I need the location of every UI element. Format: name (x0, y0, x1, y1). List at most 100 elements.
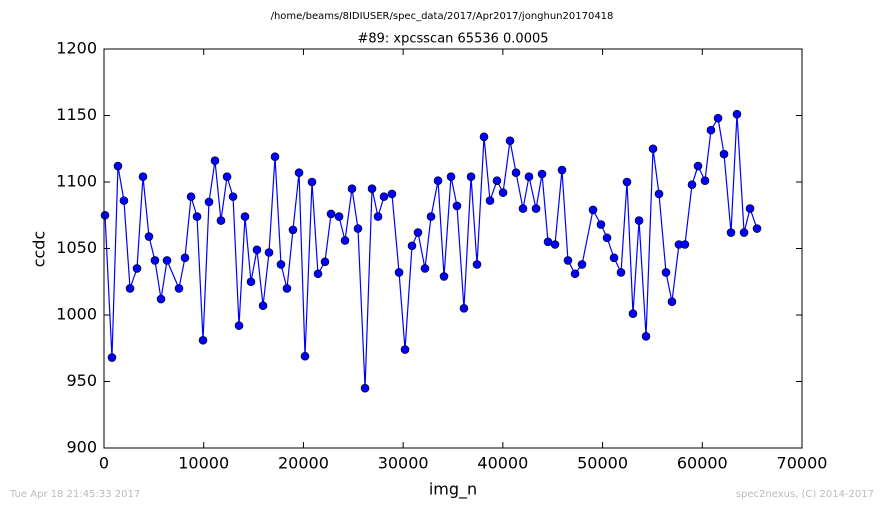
data-point (294, 168, 304, 177)
plot-frame (103, 48, 803, 449)
y-tick-label: 1100 (56, 172, 97, 191)
data-point (518, 204, 528, 213)
data-point (609, 253, 619, 263)
data-point (563, 256, 573, 265)
y-tick-label: 1000 (56, 305, 97, 324)
data-point (706, 125, 716, 135)
data-point (505, 136, 515, 146)
x-tick-label: 70000 (777, 454, 828, 473)
data-point (654, 189, 664, 199)
x-tick-label: 30000 (378, 454, 429, 473)
x-tick-label: 50000 (577, 454, 628, 473)
data-point (648, 144, 658, 154)
data-point (174, 284, 184, 293)
data-point (367, 184, 377, 193)
data-point (138, 172, 148, 181)
data-point (472, 260, 482, 269)
x-tick-label: 0 (99, 454, 109, 473)
data-point (537, 169, 547, 179)
data-point (300, 351, 310, 361)
data-point (353, 224, 363, 233)
data-point (426, 212, 436, 221)
data-point (162, 256, 172, 265)
data-point (439, 272, 449, 281)
data-point (713, 113, 723, 123)
data-point (407, 241, 417, 251)
data-point (100, 210, 110, 220)
data-point (524, 172, 534, 181)
data-point (288, 225, 298, 235)
data-point (661, 268, 671, 277)
data-point (667, 297, 677, 307)
data-point (719, 149, 729, 159)
data-point (150, 256, 160, 265)
data-point (360, 383, 370, 393)
data-line (104, 114, 758, 389)
x-tick-label: 10000 (178, 454, 229, 473)
data-point (379, 192, 389, 201)
data-point (745, 204, 755, 213)
footer-right: spec2nexus, (C) 2014-2017 (736, 489, 874, 500)
data-point (198, 335, 208, 345)
x-tick-label: 60000 (677, 454, 728, 473)
data-point (125, 284, 135, 293)
data-point (222, 172, 232, 181)
data-point (616, 268, 626, 277)
x-axis-label: img_n (429, 480, 477, 500)
data-point (394, 268, 404, 277)
data-point (557, 165, 567, 175)
data-point (307, 177, 317, 187)
data-point (634, 216, 644, 225)
data-point (433, 176, 443, 185)
data-point (498, 188, 508, 197)
data-point (252, 245, 262, 255)
data-point (641, 331, 651, 341)
data-point (550, 240, 560, 249)
data-point (588, 205, 598, 215)
data-point (107, 353, 117, 362)
data-point (210, 156, 220, 166)
data-point (282, 284, 292, 293)
y-tick-label: 900 (66, 438, 97, 457)
data-point (264, 248, 274, 257)
data-point (326, 209, 336, 219)
data-point (732, 109, 742, 119)
data-point (156, 294, 166, 304)
data-point (132, 264, 142, 273)
data-point (680, 240, 690, 249)
data-point (192, 212, 202, 221)
data-point (492, 176, 502, 185)
data-point (144, 232, 154, 241)
y-axis-label: ccdc (30, 231, 49, 268)
data-point (459, 304, 469, 313)
data-point (334, 212, 344, 221)
data-point (347, 184, 357, 193)
data-point (739, 228, 749, 237)
data-point (687, 180, 697, 189)
y-tick-label: 1200 (56, 39, 97, 58)
data-point (340, 236, 350, 245)
data-point (387, 189, 397, 199)
data-point (602, 233, 612, 243)
data-point (413, 228, 423, 237)
data-point (186, 192, 196, 201)
data-point (452, 201, 462, 211)
data-point (570, 269, 580, 279)
data-point (596, 220, 606, 229)
data-point (752, 224, 762, 233)
suptitle: /home/beams/8IDIUSER/spec_data/2017/Apr2… (271, 11, 614, 22)
data-point (577, 260, 587, 269)
data-point (466, 172, 476, 181)
data-point (216, 216, 226, 225)
y-tick-label: 1050 (56, 238, 97, 257)
data-point (270, 152, 280, 162)
data-point (313, 269, 323, 279)
x-tick-label: 20000 (278, 454, 329, 473)
y-tick-label: 1150 (56, 105, 97, 124)
data-point (113, 161, 123, 171)
data-point (119, 196, 129, 205)
data-point (400, 345, 410, 354)
data-point (246, 277, 256, 287)
x-tick-label: 40000 (477, 454, 528, 473)
